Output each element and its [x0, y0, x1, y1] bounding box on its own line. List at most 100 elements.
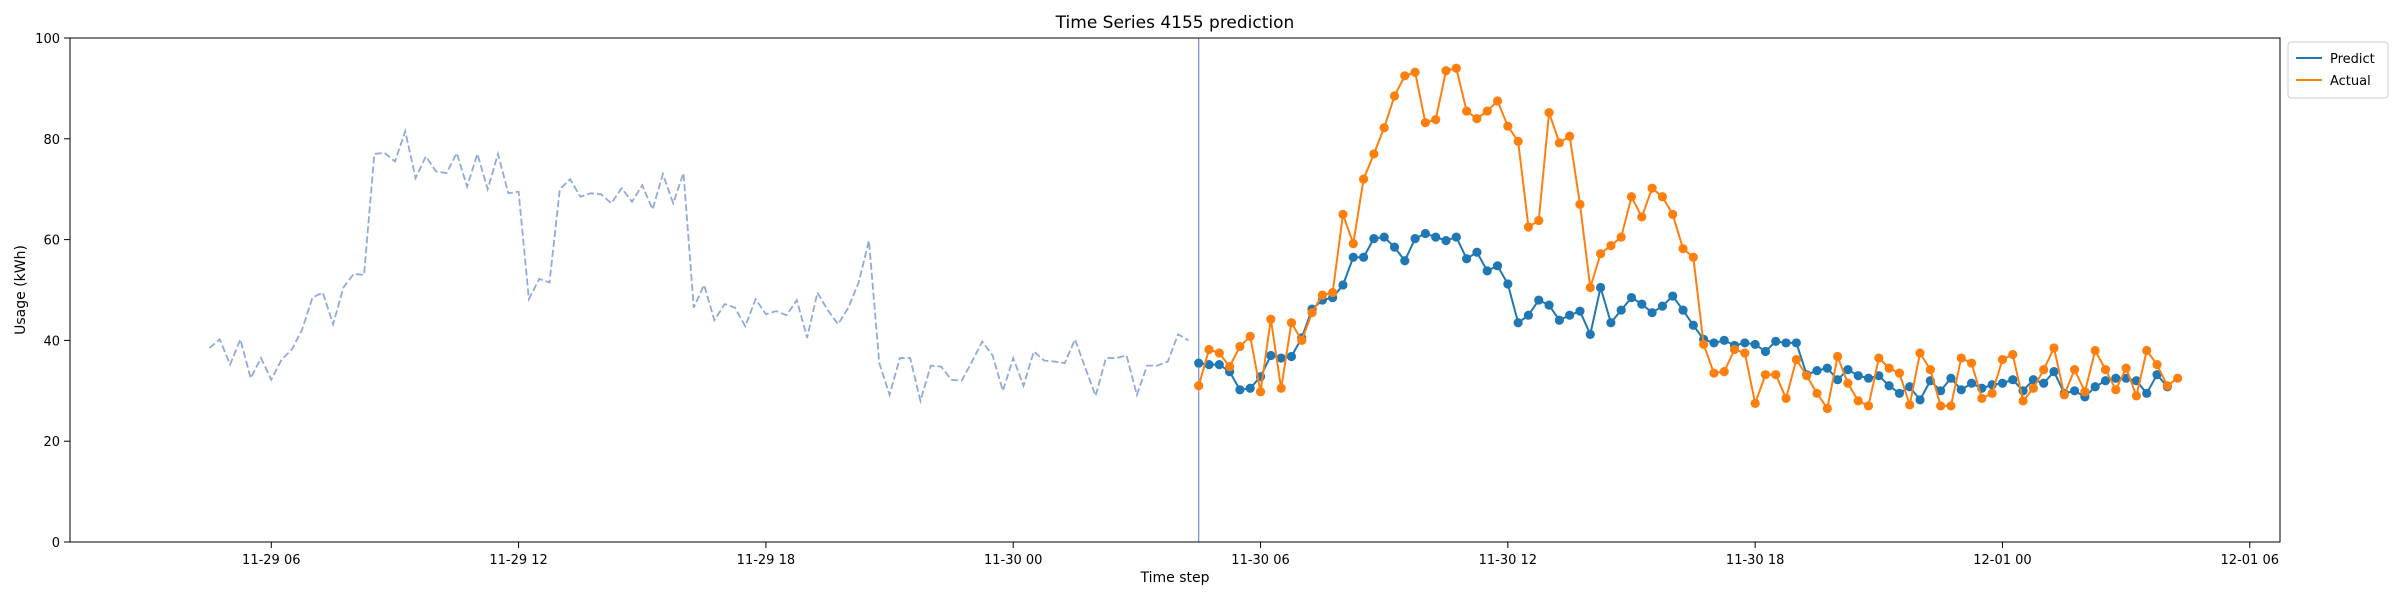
data-point-predict [1606, 318, 1616, 328]
data-point-predict [1266, 350, 1276, 361]
data-point-actual [1286, 318, 1297, 328]
data-point-actual [2059, 390, 2069, 400]
data-point-predict [1750, 339, 1760, 350]
data-point-actual [2069, 365, 2080, 375]
data-point-actual [2039, 365, 2049, 375]
data-point-actual [2080, 387, 2090, 397]
data-point-actual [2152, 359, 2162, 370]
data-point-predict [1492, 261, 1503, 271]
data-point-actual [1750, 398, 1760, 408]
data-point-actual [1946, 401, 1956, 411]
data-point-predict [1379, 232, 1389, 242]
data-point-predict [1585, 329, 1595, 339]
data-point-predict [1204, 359, 1214, 370]
data-point-actual [2018, 396, 2028, 406]
data-point-predict [1441, 236, 1451, 246]
legend-box [2287, 41, 2389, 99]
data-point-actual [1626, 192, 1637, 202]
x-tick-label: 12-01 06 [2221, 553, 2279, 568]
data-point-actual [1358, 174, 1369, 184]
data-point-predict [1482, 266, 1492, 276]
data-point-predict [1358, 252, 1369, 262]
data-point-actual [1317, 290, 1327, 300]
data-point-actual [1812, 388, 1822, 398]
data-point-predict [2100, 376, 2111, 386]
data-point-predict [1894, 388, 1905, 398]
data-point-actual [1709, 368, 1719, 378]
data-point-actual [2131, 391, 2142, 401]
legend-label-predict: Predict [2330, 52, 2375, 67]
data-point-actual [1647, 183, 1657, 193]
data-point-predict [1688, 320, 1698, 330]
data-point-actual [1420, 118, 1430, 128]
data-point-predict [2039, 378, 2049, 388]
data-point-predict [1276, 353, 1286, 363]
data-point-actual [1307, 308, 1317, 318]
data-point-predict [1936, 386, 1946, 396]
data-point-actual [2142, 345, 2152, 356]
data-point-actual [1400, 71, 1410, 81]
plot-frame [69, 37, 2281, 543]
data-point-actual [1771, 370, 1781, 380]
x-tick-label: 11-30 18 [1726, 553, 1784, 568]
data-point-actual [1905, 400, 1915, 410]
data-point-predict [1966, 378, 1977, 388]
data-point-predict [1719, 335, 1729, 345]
y-axis-label: Usage (kWh) [13, 245, 29, 335]
data-point-actual [1276, 383, 1286, 393]
data-point-actual [1266, 314, 1276, 324]
data-point-predict [1389, 242, 1400, 252]
data-point-actual [1791, 354, 1801, 365]
data-point-actual [1956, 353, 1966, 363]
data-point-predict [1760, 346, 1771, 357]
data-point-predict [1771, 336, 1781, 347]
data-point-actual [1822, 403, 1832, 414]
data-point-actual [1832, 351, 1843, 362]
data-point-actual [1894, 368, 1905, 378]
data-point-actual [1451, 63, 1461, 73]
data-point-predict [1462, 254, 1472, 264]
x-tick-label: 12-01 00 [1973, 553, 2031, 568]
data-point-actual [1668, 209, 1678, 219]
data-point-predict [1668, 291, 1678, 301]
data-point-actual [1987, 388, 1997, 398]
series-line-history [208, 127, 1189, 405]
data-point-actual [1740, 348, 1750, 358]
data-point-predict [1626, 292, 1637, 303]
data-point-actual [1328, 287, 1338, 298]
data-point-actual [1523, 222, 1534, 232]
data-point-actual [1544, 107, 1554, 118]
data-point-actual [1688, 252, 1698, 262]
x-tick-label: 11-29 12 [489, 553, 547, 568]
data-point-actual [1565, 131, 1575, 141]
y-tick-label: 20 [43, 435, 60, 450]
axes-layer: 11-29 06 11-29 12 11-29 18 11-30 00 11-30 06… [35, 32, 2281, 568]
data-point-actual [1472, 114, 1482, 124]
series-line-actual [1197, 67, 2179, 411]
data-point-actual [1843, 378, 1853, 388]
data-point-actual [1925, 365, 1935, 375]
data-point-predict [1946, 373, 1956, 383]
data-point-predict [2090, 382, 2100, 392]
data-point-predict [1781, 338, 1791, 348]
data-point-actual [1245, 331, 1255, 341]
data-point-predict [1451, 232, 1461, 242]
y-tick-label: 60 [43, 234, 60, 249]
data-point-actual [2049, 343, 2059, 353]
data-point-predict [1554, 315, 1564, 325]
data-point-predict [2028, 375, 2038, 385]
x-axis-label: Time step [1140, 570, 1210, 586]
data-point-actual [2090, 345, 2100, 356]
data-point-predict [1832, 375, 1843, 385]
data-point-predict [1235, 385, 1245, 395]
data-point-actual [1379, 123, 1389, 133]
data-point-actual [1637, 212, 1647, 222]
data-point-predict [1616, 305, 1626, 315]
data-point-actual [1492, 96, 1503, 106]
data-point-actual [1255, 387, 1266, 397]
data-point-actual [1781, 393, 1791, 403]
data-point-actual [1853, 396, 1863, 406]
data-point-actual [1214, 348, 1224, 358]
